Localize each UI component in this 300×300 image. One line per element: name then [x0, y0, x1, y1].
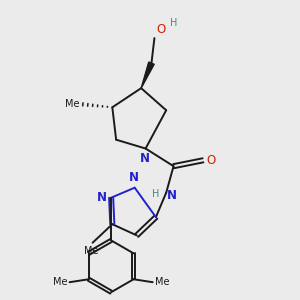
Text: Me: Me [53, 277, 67, 287]
Text: Me: Me [84, 246, 98, 256]
Text: Me: Me [155, 277, 169, 287]
Polygon shape [141, 62, 154, 88]
Text: H: H [170, 18, 177, 28]
Text: N: N [167, 188, 177, 202]
Text: N: N [97, 191, 107, 204]
Text: H: H [152, 189, 160, 199]
Text: Me: Me [65, 99, 79, 110]
Text: N: N [140, 152, 150, 165]
Text: N: N [129, 171, 139, 184]
Text: O: O [157, 23, 166, 36]
Text: O: O [206, 154, 216, 167]
